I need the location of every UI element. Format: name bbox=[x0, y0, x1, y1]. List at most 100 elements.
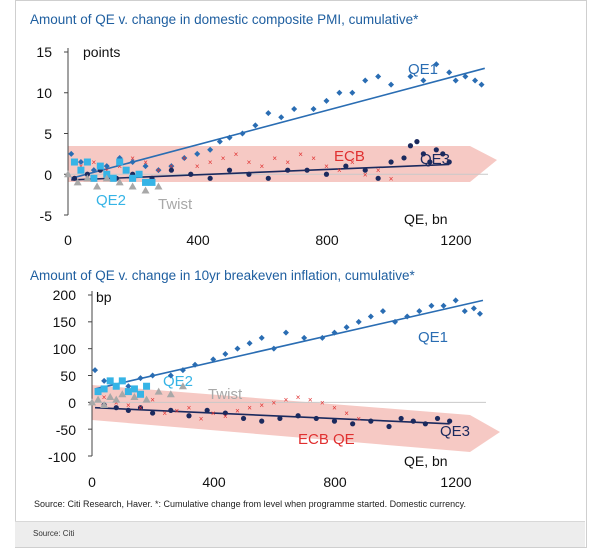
ecb-arrow-band bbox=[68, 146, 497, 182]
y-tick-label: 5 bbox=[44, 126, 52, 142]
point-ecb: × bbox=[138, 404, 143, 413]
point-qe2 bbox=[136, 390, 144, 398]
point-twist bbox=[73, 178, 82, 186]
y-tick-label: 50 bbox=[60, 368, 76, 384]
point-twist bbox=[166, 390, 175, 398]
point-ecb: × bbox=[162, 409, 167, 418]
point-qe1 bbox=[92, 367, 99, 374]
point-qe3 bbox=[285, 167, 291, 173]
point-qe3 bbox=[331, 418, 338, 424]
point-qe1 bbox=[478, 81, 485, 88]
point-qe1 bbox=[362, 77, 369, 84]
series-label-qe3: QE3 bbox=[440, 423, 470, 440]
y-tick-label: 0 bbox=[44, 167, 52, 183]
point-qe1 bbox=[416, 308, 423, 315]
point-qe3 bbox=[368, 418, 374, 424]
y-tick-label: 200 bbox=[53, 287, 77, 303]
point-qe1 bbox=[367, 313, 374, 320]
chart-breakeven: Amount of QE v. change in 10yr breakeven… bbox=[30, 268, 500, 490]
y-tick-label: 0 bbox=[68, 395, 76, 411]
point-qe1 bbox=[472, 77, 479, 84]
ecb-arrow-band bbox=[92, 385, 500, 452]
point-qe1 bbox=[349, 89, 356, 96]
point-qe3 bbox=[414, 139, 420, 145]
point-qe1 bbox=[278, 114, 285, 121]
point-qe1 bbox=[168, 163, 175, 170]
point-ecb: × bbox=[187, 404, 192, 413]
point-ecb: × bbox=[143, 158, 148, 167]
y-tick-label: -50 bbox=[56, 422, 76, 438]
point-ecb: × bbox=[247, 158, 252, 167]
point-qe3 bbox=[277, 415, 283, 422]
trendline-qe1 bbox=[71, 67, 485, 180]
footer-source: Source: Citi bbox=[33, 529, 75, 538]
y-tick-label: 15 bbox=[36, 44, 52, 60]
point-qe1 bbox=[68, 150, 75, 157]
point-ecb: × bbox=[182, 154, 187, 163]
y-tick-label: -5 bbox=[40, 208, 53, 224]
point-qe1 bbox=[77, 159, 84, 166]
point-qe2 bbox=[143, 382, 151, 390]
x-tick-label: 1200 bbox=[440, 232, 471, 248]
point-ecb: × bbox=[156, 166, 161, 175]
x-tick-label: 1200 bbox=[440, 474, 471, 490]
point-qe1 bbox=[125, 383, 132, 390]
chart-frame bbox=[15, 0, 587, 548]
point-ecb: × bbox=[376, 166, 381, 175]
point-qe1 bbox=[234, 345, 241, 352]
point-qe2 bbox=[142, 178, 150, 186]
point-qe3 bbox=[401, 155, 407, 161]
point-qe1 bbox=[101, 377, 108, 384]
point-qe3 bbox=[388, 159, 394, 165]
point-ecb: × bbox=[337, 166, 342, 175]
point-ecb: × bbox=[320, 398, 325, 407]
point-qe2 bbox=[116, 158, 124, 166]
point-qe2 bbox=[100, 385, 108, 393]
point-qe3 bbox=[386, 423, 392, 430]
point-ecb: × bbox=[311, 154, 316, 163]
point-qe1 bbox=[310, 106, 317, 113]
point-ecb: × bbox=[350, 158, 355, 167]
point-ecb: × bbox=[114, 398, 119, 407]
point-qe2 bbox=[83, 158, 91, 166]
point-qe1 bbox=[216, 138, 223, 145]
point-qe2 bbox=[103, 170, 111, 178]
point-qe2 bbox=[70, 158, 78, 166]
point-qe1 bbox=[462, 73, 469, 80]
point-qe3 bbox=[343, 163, 349, 169]
point-qe3 bbox=[204, 407, 210, 413]
point-ecb: × bbox=[150, 396, 155, 405]
point-qe1 bbox=[375, 73, 382, 80]
point-qe3 bbox=[168, 167, 174, 173]
y-tick-label: -100 bbox=[48, 449, 76, 465]
point-qe3 bbox=[150, 410, 156, 416]
point-qe1 bbox=[222, 351, 229, 358]
point-qe1 bbox=[323, 97, 330, 104]
point-twist bbox=[112, 395, 121, 403]
point-qe1 bbox=[155, 167, 162, 174]
point-qe1 bbox=[433, 61, 440, 68]
point-qe3 bbox=[265, 175, 271, 181]
point-qe3 bbox=[362, 167, 368, 173]
series-label-qe1: QE1 bbox=[418, 329, 448, 346]
x-tick-label: 800 bbox=[323, 474, 347, 490]
series-label-qe1: QE1 bbox=[408, 61, 438, 78]
point-ecb: × bbox=[260, 162, 265, 171]
point-ecb: × bbox=[332, 404, 337, 413]
point-qe2 bbox=[135, 170, 143, 178]
series-label-qe2: QE2 bbox=[163, 373, 193, 390]
point-qe2 bbox=[90, 174, 98, 182]
point-twist bbox=[128, 182, 137, 190]
series-label-ecb: ECB bbox=[334, 148, 365, 165]
point-twist bbox=[102, 174, 111, 182]
point-qe1 bbox=[207, 146, 214, 153]
point-qe3 bbox=[427, 159, 433, 165]
point-qe1 bbox=[301, 334, 308, 341]
point-qe1 bbox=[336, 89, 343, 96]
point-qe1 bbox=[258, 334, 265, 341]
point-ecb: × bbox=[79, 162, 84, 171]
point-ecb: × bbox=[211, 409, 216, 418]
point-ecb: × bbox=[235, 406, 240, 415]
point-qe1 bbox=[181, 154, 188, 161]
point-qe1 bbox=[167, 372, 174, 379]
